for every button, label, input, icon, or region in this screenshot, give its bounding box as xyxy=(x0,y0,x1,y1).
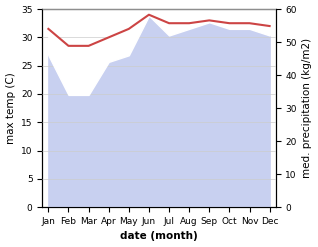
Y-axis label: max temp (C): max temp (C) xyxy=(5,72,16,144)
Y-axis label: med. precipitation (kg/m2): med. precipitation (kg/m2) xyxy=(302,38,313,178)
X-axis label: date (month): date (month) xyxy=(120,231,198,242)
